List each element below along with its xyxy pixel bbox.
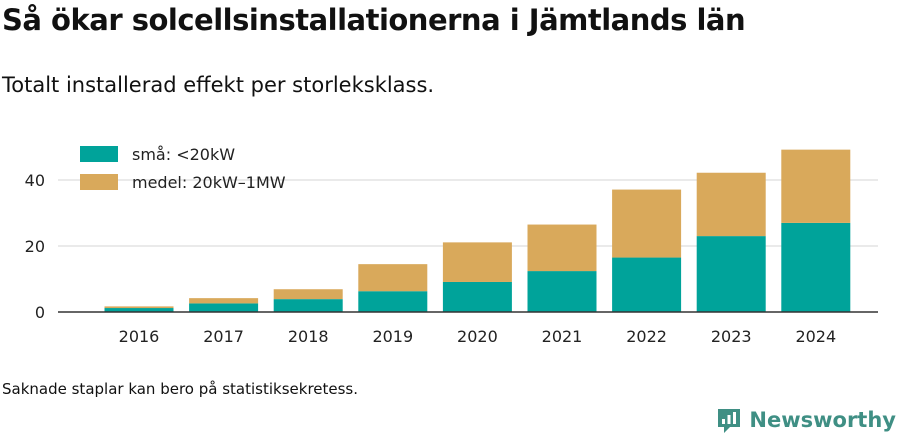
legend-swatch-1	[80, 174, 118, 190]
y-tick-label-20: 20	[25, 237, 45, 256]
bar-2024-series-0	[781, 222, 851, 312]
x-tick-label-2024: 2024	[795, 327, 836, 346]
x-tick-label-2016: 2016	[119, 327, 160, 346]
x-tick-label-2020: 2020	[457, 327, 498, 346]
newsworthy-logo-icon	[718, 409, 741, 433]
x-tick-label-2018: 2018	[288, 327, 329, 346]
bar-2022-series-1	[612, 189, 682, 258]
bar-2019-series-1	[358, 264, 428, 292]
bar-2017-series-1	[189, 298, 259, 304]
x-tick-label-2019: 2019	[372, 327, 413, 346]
bar-2018-series-0	[273, 299, 343, 312]
legend-label-1: medel: 20kW–1MW	[132, 173, 286, 192]
bar-2016-series-1	[104, 306, 174, 309]
y-tick-label-0: 0	[35, 303, 45, 322]
bar-2016-series-0	[104, 308, 174, 312]
brand-name: Newsworthy	[749, 408, 896, 432]
legend-label-0: små: <20kW	[132, 145, 235, 164]
bar-2023-series-1	[696, 172, 766, 237]
bar-2017-series-0	[189, 303, 259, 312]
chart-title: Så ökar solcellsinstallationerna i Jämtl…	[2, 3, 746, 37]
bar-2019-series-0	[358, 291, 428, 312]
bar-2018-series-1	[273, 289, 343, 300]
bar-2023-series-0	[696, 236, 766, 312]
x-tick-label-2017: 2017	[203, 327, 244, 346]
bar-2020-series-0	[442, 281, 512, 312]
bar-2024-series-1	[781, 149, 851, 223]
bar-2021-series-0	[527, 271, 597, 312]
brand: Newsworthy	[715, 406, 896, 434]
bar-2021-series-1	[527, 224, 597, 272]
stacked-bar-chart: 0 20 40 2016 2017 2018 2019 2020 2021 2022 2023 202…	[25, 145, 878, 346]
x-tick-label-2021: 2021	[542, 327, 583, 346]
footnote: Saknade staplar kan bero på statistiksek…	[2, 380, 359, 398]
legend-swatch-0	[80, 146, 118, 162]
chart-subtitle: Totalt installerad effekt per storlekskl…	[2, 73, 435, 97]
y-tick-label-40: 40	[25, 171, 45, 190]
x-tick-label-2022: 2022	[626, 327, 667, 346]
x-tick-label-2023: 2023	[711, 327, 752, 346]
bar-2022-series-0	[612, 257, 682, 312]
bar-2020-series-1	[442, 242, 512, 282]
